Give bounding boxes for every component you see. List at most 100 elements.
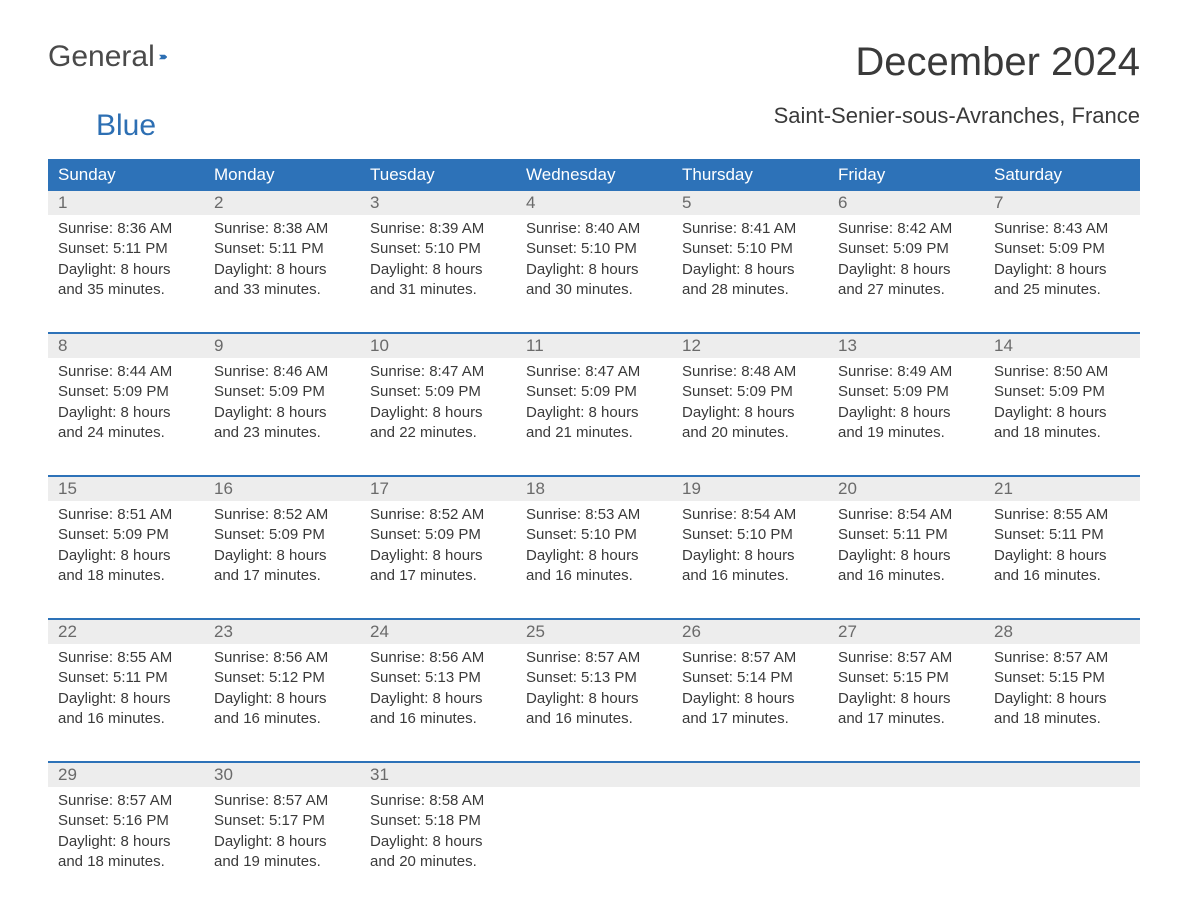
daylight-line: Daylight: 8 hours and 18 minutes. [58, 832, 194, 873]
day-number: 1 [48, 191, 204, 215]
day-number: 6 [828, 191, 984, 215]
week: 891011121314Sunrise: 8:44 AMSunset: 5:09… [48, 334, 1140, 451]
sunrise-line: Sunrise: 8:39 AM [370, 219, 506, 239]
day-number-row: 293031 [48, 763, 1140, 787]
day-cell: Sunrise: 8:50 AMSunset: 5:09 PMDaylight:… [984, 358, 1140, 451]
day-number: 25 [516, 620, 672, 644]
sunrise-line: Sunrise: 8:44 AM [58, 362, 194, 382]
sunset-line: Sunset: 5:10 PM [526, 525, 662, 545]
sunset-line: Sunset: 5:09 PM [370, 525, 506, 545]
sunrise-line: Sunrise: 8:57 AM [838, 648, 974, 668]
sunset-line: Sunset: 5:15 PM [838, 668, 974, 688]
day-cell: Sunrise: 8:58 AMSunset: 5:18 PMDaylight:… [360, 787, 516, 880]
sunset-line: Sunset: 5:11 PM [58, 668, 194, 688]
day-cell: Sunrise: 8:43 AMSunset: 5:09 PMDaylight:… [984, 215, 1140, 308]
day-cell [828, 787, 984, 880]
day-number: 18 [516, 477, 672, 501]
sunset-line: Sunset: 5:09 PM [682, 382, 818, 402]
day-number-row: 22232425262728 [48, 620, 1140, 644]
day-number: 3 [360, 191, 516, 215]
day-number-row: 891011121314 [48, 334, 1140, 358]
day-body-row: Sunrise: 8:36 AMSunset: 5:11 PMDaylight:… [48, 215, 1140, 308]
day-header: Wednesday [516, 159, 672, 191]
day-cell: Sunrise: 8:47 AMSunset: 5:09 PMDaylight:… [516, 358, 672, 451]
sunset-line: Sunset: 5:13 PM [526, 668, 662, 688]
month-title: December 2024 [774, 40, 1140, 85]
day-header: Tuesday [360, 159, 516, 191]
sunrise-line: Sunrise: 8:42 AM [838, 219, 974, 239]
flag-icon [159, 46, 167, 68]
day-number: 5 [672, 191, 828, 215]
day-number: 15 [48, 477, 204, 501]
title-block: December 2024 Saint-Senier-sous-Avranche… [774, 40, 1140, 129]
sunset-line: Sunset: 5:14 PM [682, 668, 818, 688]
location: Saint-Senier-sous-Avranches, France [774, 103, 1140, 129]
sunrise-line: Sunrise: 8:47 AM [370, 362, 506, 382]
day-number: 21 [984, 477, 1140, 501]
day-cell: Sunrise: 8:57 AMSunset: 5:14 PMDaylight:… [672, 644, 828, 737]
daylight-line: Daylight: 8 hours and 21 minutes. [526, 403, 662, 444]
daylight-line: Daylight: 8 hours and 16 minutes. [58, 689, 194, 730]
sunrise-line: Sunrise: 8:52 AM [214, 505, 350, 525]
sunset-line: Sunset: 5:09 PM [994, 382, 1130, 402]
day-cell: Sunrise: 8:57 AMSunset: 5:16 PMDaylight:… [48, 787, 204, 880]
sunset-line: Sunset: 5:09 PM [838, 239, 974, 259]
day-number: 24 [360, 620, 516, 644]
day-number: 23 [204, 620, 360, 644]
day-body-row: Sunrise: 8:51 AMSunset: 5:09 PMDaylight:… [48, 501, 1140, 594]
daylight-line: Daylight: 8 hours and 28 minutes. [682, 260, 818, 301]
day-number: 20 [828, 477, 984, 501]
sunset-line: Sunset: 5:11 PM [994, 525, 1130, 545]
sunset-line: Sunset: 5:09 PM [214, 525, 350, 545]
daylight-line: Daylight: 8 hours and 16 minutes. [214, 689, 350, 730]
sunrise-line: Sunrise: 8:58 AM [370, 791, 506, 811]
daylight-line: Daylight: 8 hours and 31 minutes. [370, 260, 506, 301]
sunset-line: Sunset: 5:10 PM [682, 239, 818, 259]
day-number: 11 [516, 334, 672, 358]
day-number: 10 [360, 334, 516, 358]
daylight-line: Daylight: 8 hours and 16 minutes. [370, 689, 506, 730]
day-number: 14 [984, 334, 1140, 358]
sunset-line: Sunset: 5:18 PM [370, 811, 506, 831]
daylight-line: Daylight: 8 hours and 16 minutes. [994, 546, 1130, 587]
sunrise-line: Sunrise: 8:48 AM [682, 362, 818, 382]
daylight-line: Daylight: 8 hours and 18 minutes. [994, 403, 1130, 444]
daylight-line: Daylight: 8 hours and 18 minutes. [994, 689, 1130, 730]
day-cell: Sunrise: 8:52 AMSunset: 5:09 PMDaylight:… [360, 501, 516, 594]
day-number: 7 [984, 191, 1140, 215]
daylight-line: Daylight: 8 hours and 25 minutes. [994, 260, 1130, 301]
daylight-line: Daylight: 8 hours and 16 minutes. [838, 546, 974, 587]
day-number: 2 [204, 191, 360, 215]
day-number: 27 [828, 620, 984, 644]
sunrise-line: Sunrise: 8:49 AM [838, 362, 974, 382]
sunrise-line: Sunrise: 8:54 AM [838, 505, 974, 525]
day-cell: Sunrise: 8:54 AMSunset: 5:10 PMDaylight:… [672, 501, 828, 594]
day-cell: Sunrise: 8:40 AMSunset: 5:10 PMDaylight:… [516, 215, 672, 308]
sunset-line: Sunset: 5:09 PM [58, 382, 194, 402]
sunrise-line: Sunrise: 8:52 AM [370, 505, 506, 525]
day-header: Monday [204, 159, 360, 191]
day-cell: Sunrise: 8:55 AMSunset: 5:11 PMDaylight:… [48, 644, 204, 737]
day-cell: Sunrise: 8:55 AMSunset: 5:11 PMDaylight:… [984, 501, 1140, 594]
sunset-line: Sunset: 5:09 PM [370, 382, 506, 402]
brand-logo: General [48, 40, 199, 74]
daylight-line: Daylight: 8 hours and 30 minutes. [526, 260, 662, 301]
day-cell: Sunrise: 8:49 AMSunset: 5:09 PMDaylight:… [828, 358, 984, 451]
day-number: 17 [360, 477, 516, 501]
sunrise-line: Sunrise: 8:55 AM [994, 505, 1130, 525]
day-number [828, 763, 984, 787]
day-number [672, 763, 828, 787]
day-body-row: Sunrise: 8:57 AMSunset: 5:16 PMDaylight:… [48, 787, 1140, 880]
daylight-line: Daylight: 8 hours and 16 minutes. [526, 546, 662, 587]
brand-part1: General [48, 40, 155, 74]
week: 22232425262728Sunrise: 8:55 AMSunset: 5:… [48, 620, 1140, 737]
daylight-line: Daylight: 8 hours and 24 minutes. [58, 403, 194, 444]
day-number: 8 [48, 334, 204, 358]
day-header: Thursday [672, 159, 828, 191]
sunrise-line: Sunrise: 8:46 AM [214, 362, 350, 382]
daylight-line: Daylight: 8 hours and 19 minutes. [838, 403, 974, 444]
daylight-line: Daylight: 8 hours and 16 minutes. [526, 689, 662, 730]
sunset-line: Sunset: 5:10 PM [370, 239, 506, 259]
sunset-line: Sunset: 5:09 PM [214, 382, 350, 402]
day-cell: Sunrise: 8:42 AMSunset: 5:09 PMDaylight:… [828, 215, 984, 308]
